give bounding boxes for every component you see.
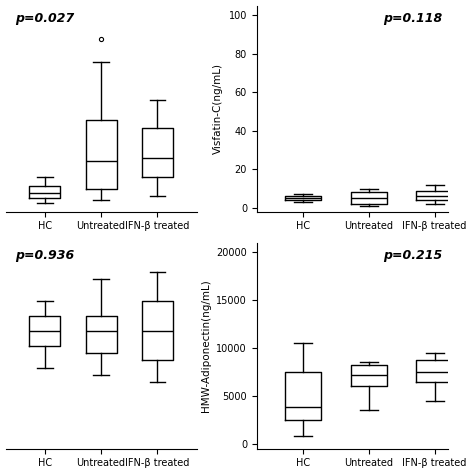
Text: p=0.027: p=0.027 bbox=[15, 12, 74, 25]
Text: p=0.215: p=0.215 bbox=[383, 249, 442, 262]
Text: p=0.118: p=0.118 bbox=[383, 12, 442, 25]
Y-axis label: HMW-Adiponectin(ng/mL): HMW-Adiponectin(ng/mL) bbox=[201, 279, 211, 412]
Text: p=0.936: p=0.936 bbox=[15, 249, 74, 262]
Y-axis label: Visfatin-C(ng/mL): Visfatin-C(ng/mL) bbox=[213, 63, 223, 154]
